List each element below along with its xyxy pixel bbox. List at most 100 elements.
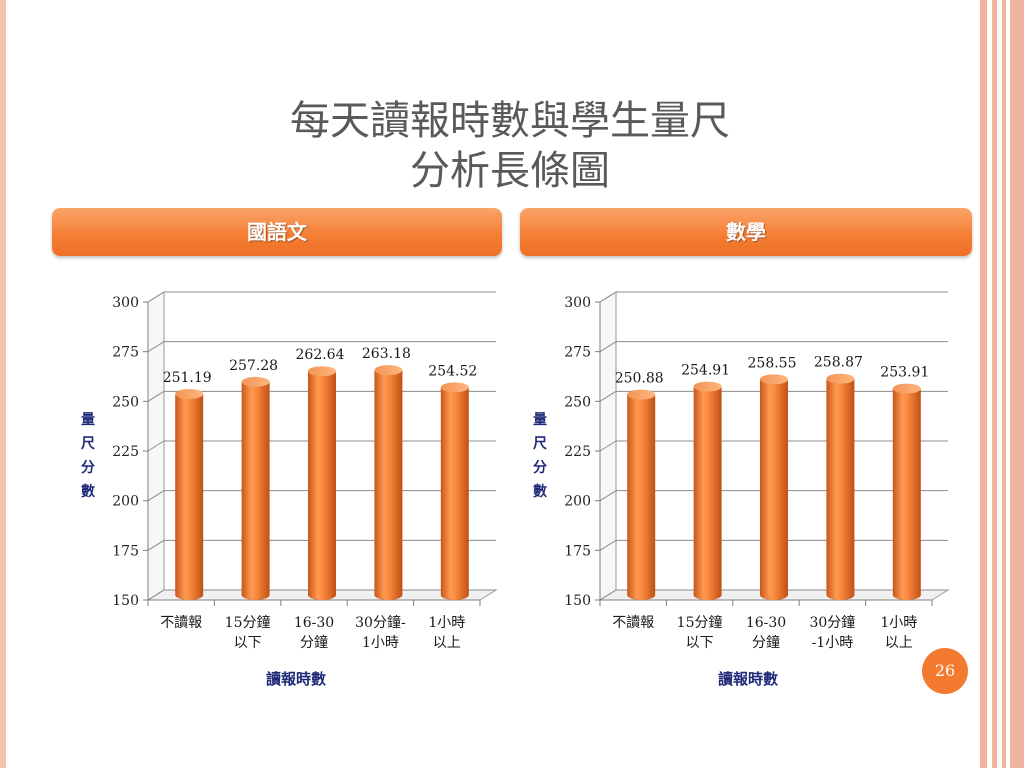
x-category-label: 30分鐘 [809,614,855,631]
bar [374,365,403,600]
plot-area: 150 175 200 225 250 275 300 251.19 不讀報 257.28 15分鐘… [81,291,498,688]
chinese-chart-header: 國語文 [52,208,502,256]
bar-body [308,371,336,600]
chinese-bar-chart: 150 175 200 225 250 275 300 251.19 不讀報 257.28 15分鐘… [81,291,498,688]
bar-top [374,365,403,376]
bar-top [308,366,336,377]
bar-top [440,382,469,393]
bar [693,381,722,600]
bar-body [440,387,469,600]
left-border-decoration [0,0,6,768]
data-label: 251.19 [163,370,212,386]
gridline [147,490,165,502]
slide-title: 每天讀報時數與學生量尺 分析長條圖 [150,96,870,196]
gridline [599,341,617,353]
bar [440,382,469,600]
y-axis-title-char: 數 [81,483,95,500]
x-category-label: 分鐘 [752,634,780,651]
y-axis-title-char: 量 [533,412,547,428]
y-axis-title-char: 尺 [81,436,95,452]
bar-body [627,394,656,600]
right-border-decoration [980,0,1024,768]
gridline [147,440,165,452]
slide-title-line2: 分析長條圖 [410,148,610,194]
y-axis-title-char: 分 [533,460,547,476]
bar-body [693,386,722,600]
x-category-label: 以下 [234,635,262,651]
gridline [147,341,165,353]
y-tick-label: 300 [112,295,139,311]
slide-title-line1: 每天讀報時數與學生量尺 [290,98,730,144]
y-tick-label: 225 [564,444,591,460]
bar-top [760,374,788,385]
data-label: 254.91 [681,363,730,379]
y-tick-label: 200 [112,494,139,510]
x-category-label: 16-30 [294,615,334,631]
x-axis-title: 讀報時數 [266,670,326,688]
data-label: 257.28 [229,358,278,374]
data-label: 254.52 [428,363,477,379]
data-label: 250.88 [615,371,664,387]
data-label: 263.18 [362,346,411,362]
bar-top [693,381,722,392]
x-category-label: 以上 [433,635,461,651]
y-tick-label: 225 [112,444,139,460]
y-tick-label: 275 [112,345,139,361]
x-category-label: 15分鐘 [677,614,723,631]
bar [826,373,855,600]
y-tick-label: 150 [112,593,139,609]
x-category-label: 15分鐘 [225,614,271,631]
bar-body [892,388,921,600]
x-category-label: 不讀報 [612,615,654,631]
bar-top [627,389,656,400]
y-tick-label: 175 [112,543,139,559]
y-tick-label: 275 [564,345,591,361]
bar-body [241,381,270,600]
y-axis-title-char: 尺 [533,436,547,452]
gridline [599,490,617,502]
y-tick-label: 300 [564,295,591,311]
x-category-label: -1小時 [812,635,854,651]
bar-top [826,373,855,384]
gridline [599,589,617,601]
gridline [599,440,617,452]
bar-body [826,378,855,600]
data-label: 258.55 [748,355,797,371]
bar [892,383,921,600]
gridline [147,589,165,601]
x-category-label: 1小時 [880,615,917,631]
bar-body [175,393,204,600]
x-category-label: 16-30 [746,615,786,631]
x-category-label: 1小時 [362,635,399,651]
bar [241,376,270,600]
y-axis-title-char: 量 [81,412,95,428]
gridline [147,539,165,551]
bar-body [374,370,403,600]
x-category-label: 不讀報 [160,615,202,631]
y-tick-label: 250 [112,394,139,410]
x-axis-title: 讀報時數 [718,670,778,688]
gridline [599,539,617,551]
x-category-label: 以上 [885,635,913,651]
x-category-label: 30分鐘- [355,614,406,631]
y-tick-label: 250 [564,394,591,410]
bar [627,389,656,600]
bar-top [892,383,921,394]
bar [308,366,336,600]
gridline [599,390,617,402]
gridline [147,390,165,402]
bar-body [760,379,788,600]
data-label: 262.64 [296,347,345,363]
data-label: 253.91 [880,365,929,381]
x-category-label: 以下 [686,635,714,651]
y-axis-title-char: 數 [533,483,547,500]
data-label: 258.87 [814,355,863,371]
page-number-badge: 26 [922,648,968,694]
gridline [599,291,617,303]
bar-top [175,388,204,399]
y-tick-label: 175 [564,543,591,559]
y-axis-title-char: 分 [81,460,95,476]
bar-top [241,376,270,387]
bar [175,388,204,600]
x-category-label: 1小時 [428,615,465,631]
